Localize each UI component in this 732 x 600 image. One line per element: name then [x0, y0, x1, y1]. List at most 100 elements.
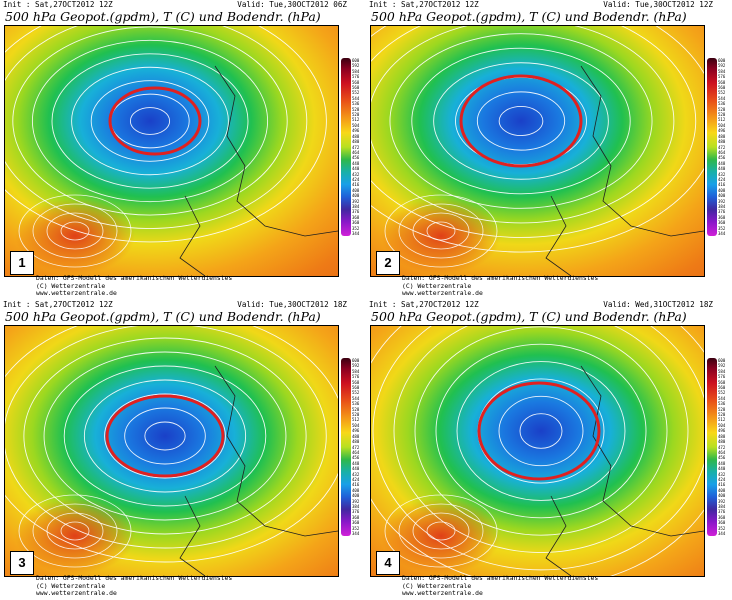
- colorbar-tick-label: 448: [352, 160, 360, 166]
- footer-line: Daten: GFS-Modell des amerikanischen Wet…: [36, 574, 233, 583]
- colorbar-tick-label: 544: [352, 395, 360, 401]
- colorbar: [707, 58, 717, 236]
- weather-map: [4, 25, 339, 277]
- panel-title: 500 hPa Geopot.(gpdm), T (C) und Bodendr…: [371, 9, 687, 24]
- colorbar-tick-label: 528: [718, 106, 726, 112]
- footer-line: www.wetterzentrale.de: [402, 288, 483, 297]
- colorbar-tick-label: 392: [352, 198, 360, 204]
- colorbar-tick-label: 568: [352, 379, 360, 385]
- colorbar-tick-label: 600: [352, 358, 360, 363]
- colorbar-tick-label: 424: [352, 176, 360, 182]
- colorbar-tick-label: 520: [352, 112, 360, 118]
- colorbar-tick-label: 416: [352, 482, 360, 488]
- colorbar-tick-label: 568: [718, 379, 726, 385]
- colorbar-tick-label: 360: [718, 520, 726, 526]
- weather-map: [370, 25, 705, 277]
- colorbar-tick-label: 384: [718, 203, 726, 209]
- valid-time: Valid: Tue,30OCT2012 18Z: [237, 300, 347, 309]
- colorbar-tick-label: 496: [718, 128, 726, 134]
- footer-credits: Daten: GFS-Modell des amerikanischen Wet…: [402, 575, 598, 597]
- colorbar-ticks: 600 592 584 576 568 560 552 544 536 528 520 512 504 4…: [718, 358, 728, 536]
- colorbar-tick-label: 456: [718, 155, 726, 161]
- colorbar-tick-label: 440: [352, 166, 360, 172]
- colorbar-tick-label: 376: [718, 509, 726, 515]
- colorbar-tick-label: 464: [352, 149, 360, 155]
- colorbar-tick-label: 472: [718, 444, 726, 450]
- map-canvas: [371, 326, 704, 576]
- colorbar-tick-label: 488: [718, 133, 726, 139]
- colorbar-tick-label: 544: [718, 395, 726, 401]
- colorbar-tick-label: 360: [352, 220, 360, 226]
- colorbar-tick-label: 512: [718, 117, 726, 123]
- colorbar-tick-label: 376: [352, 209, 360, 215]
- colorbar-tick-label: 392: [352, 498, 360, 504]
- colorbar-tick-label: 440: [718, 166, 726, 172]
- colorbar-tick-label: 488: [718, 433, 726, 439]
- colorbar: [341, 358, 351, 536]
- colorbar-tick-label: 504: [718, 422, 726, 428]
- colorbar-tick-label: 344: [352, 531, 360, 536]
- map-canvas: [371, 26, 704, 276]
- colorbar-tick-label: 544: [352, 95, 360, 101]
- colorbar-tick-label: 568: [718, 79, 726, 85]
- colorbar-tick-label: 376: [718, 209, 726, 215]
- colorbar-tick-label: 424: [718, 176, 726, 182]
- colorbar-tick-label: 456: [718, 455, 726, 461]
- colorbar-tick-label: 408: [352, 487, 360, 493]
- colorbar-tick-label: 504: [718, 122, 726, 128]
- colorbar-tick-label: 400: [718, 193, 726, 199]
- colorbar-tick-label: 520: [718, 412, 726, 418]
- colorbar-tick-label: 560: [352, 385, 360, 391]
- colorbar-tick-label: 488: [352, 433, 360, 439]
- footer-credits: Daten: GFS-Modell des amerikanischen Wet…: [36, 275, 232, 297]
- valid-time: Valid: Wed,31OCT2012 18Z: [603, 300, 713, 309]
- footer-line: Daten: GFS-Modell des amerikanischen Wet…: [402, 574, 599, 583]
- colorbar-tick-label: 576: [718, 374, 726, 380]
- colorbar-tick-label: 560: [718, 385, 726, 391]
- colorbar-tick-label: 464: [718, 449, 726, 455]
- colorbar-tick-label: 528: [352, 106, 360, 112]
- colorbar-tick-label: 408: [718, 487, 726, 493]
- colorbar-tick-label: 544: [718, 95, 726, 101]
- colorbar-tick-label: 472: [352, 144, 360, 150]
- colorbar-tick-label: 360: [352, 520, 360, 526]
- footer-credits: Daten: GFS-Modell des amerikanischen Wet…: [36, 575, 232, 597]
- colorbar-tick-label: 392: [718, 498, 726, 504]
- panel-header: Init : Sat,27OCT2012 12Z Valid: Wed,31OCT…: [369, 300, 725, 310]
- colorbar-tick-label: 560: [718, 85, 726, 91]
- footer-line: Daten: GFS-Modell des amerikanischen Wet…: [36, 274, 233, 283]
- colorbar-tick-label: 600: [718, 358, 726, 363]
- colorbar-tick-label: 480: [718, 439, 726, 445]
- colorbar-tick-label: 576: [718, 74, 726, 80]
- colorbar-tick-label: 432: [352, 171, 360, 177]
- weather-map: [370, 325, 705, 577]
- panel-title: 500 hPa Geopot.(gpdm), T (C) und Bodendr…: [371, 309, 687, 324]
- map-panel-2: Init : Sat,27OCT2012 12Z Valid: Tue,30OCT…: [366, 0, 728, 297]
- init-time: Init : Sat,27OCT2012 12Z: [369, 0, 479, 9]
- colorbar-tick-label: 520: [352, 412, 360, 418]
- colorbar-tick-label: 416: [718, 482, 726, 488]
- colorbar-tick-label: 344: [352, 231, 360, 236]
- colorbar-tick-label: 368: [352, 514, 360, 520]
- colorbar-tick-label: 536: [352, 401, 360, 407]
- colorbar-tick-label: 504: [352, 122, 360, 128]
- map-panel-3: Init : Sat,27OCT2012 12Z Valid: Tue,30OCT…: [0, 300, 362, 597]
- colorbar-tick-label: 432: [352, 471, 360, 477]
- colorbar-tick-label: 520: [718, 112, 726, 118]
- panel-header: Init : Sat,27OCT2012 12Z Valid: Tue,30OCT…: [369, 0, 725, 10]
- highlight-circle: [477, 381, 601, 481]
- colorbar-tick-label: 456: [352, 455, 360, 461]
- footer-credits: Daten: GFS-Modell des amerikanischen Wet…: [402, 275, 598, 297]
- panel-title: 500 hPa Geopot.(gpdm), T (C) und Bodendr…: [5, 9, 321, 24]
- colorbar-tick-label: 552: [352, 90, 360, 96]
- colorbar-tick-label: 440: [352, 466, 360, 472]
- colorbar-tick-label: 536: [352, 101, 360, 107]
- colorbar-tick-label: 496: [352, 428, 360, 434]
- colorbar-tick-label: 552: [352, 390, 360, 396]
- panel-title: 500 hPa Geopot.(gpdm), T (C) und Bodendr…: [5, 309, 321, 324]
- colorbar-ticks: 600 592 584 576 568 560 552 544 536 528 520 512 504 4…: [352, 358, 362, 536]
- colorbar-tick-label: 408: [718, 187, 726, 193]
- weather-map: [4, 325, 339, 577]
- valid-time: Valid: Tue,30OCT2012 12Z: [603, 0, 713, 9]
- colorbar-tick-label: 384: [352, 203, 360, 209]
